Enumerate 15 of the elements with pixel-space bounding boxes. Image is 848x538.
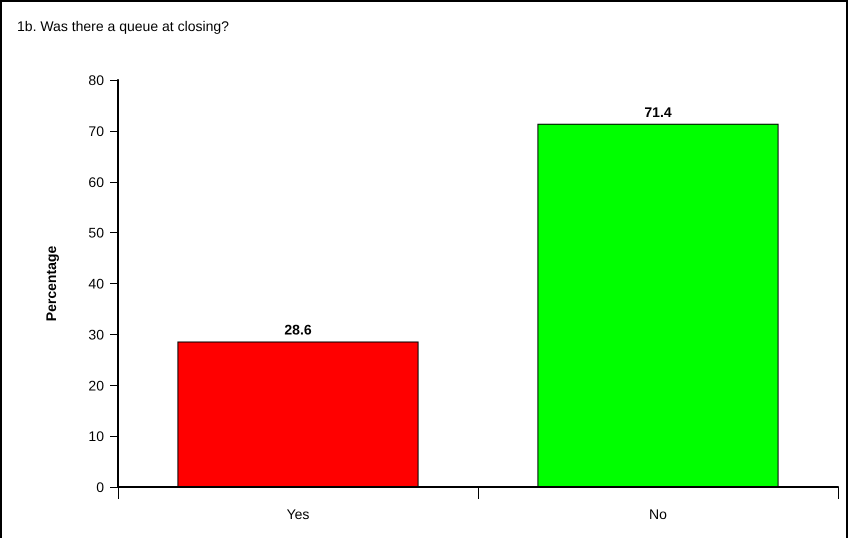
- x-tick-label: Yes: [286, 506, 310, 522]
- y-tick-label: 50: [88, 224, 104, 241]
- y-tick-label: 10: [88, 428, 104, 444]
- y-tick-label: 30: [88, 326, 104, 342]
- data-label: 71.4: [644, 104, 672, 120]
- y-tick-label: 80: [88, 72, 104, 88]
- y-tick-label: 60: [88, 174, 104, 190]
- y-tick-label: 40: [88, 276, 104, 292]
- y-axis-title: Percentage: [43, 246, 59, 322]
- y-tick-label: 70: [88, 122, 104, 139]
- y-tick-label: 0: [96, 479, 104, 495]
- y-tick-label: 20: [88, 377, 104, 394]
- chart-title: 1b. Was there a queue at closing?: [17, 18, 230, 34]
- x-tick-label: No: [649, 506, 668, 522]
- data-label: 28.6: [284, 321, 312, 338]
